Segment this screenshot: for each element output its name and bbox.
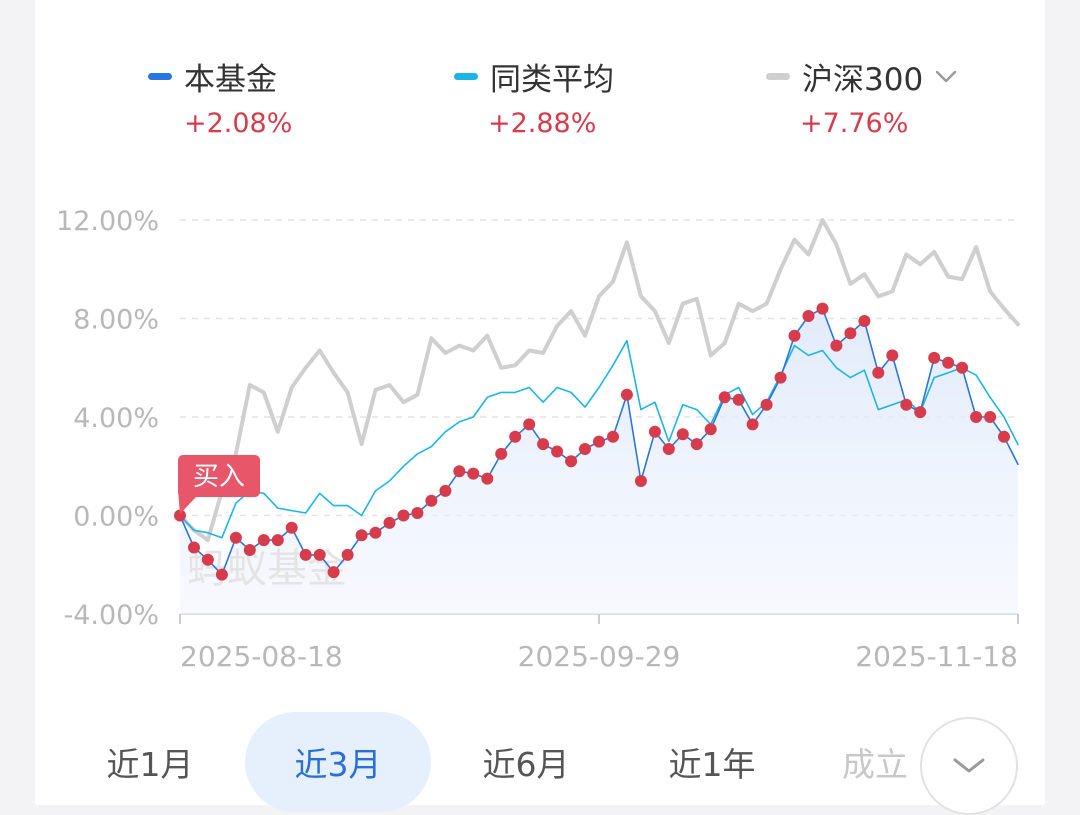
legend-label-fund: 本基金 xyxy=(184,61,277,98)
period-tab-inception[interactable]: 成立 xyxy=(842,745,908,784)
fund-data-point xyxy=(942,356,955,369)
y-tick-label: 12.00% xyxy=(56,206,159,237)
fund-data-point xyxy=(676,428,689,441)
fund-data-point xyxy=(970,411,983,423)
fund-data-point xyxy=(802,310,815,322)
fund-data-point xyxy=(439,484,452,497)
fund-data-point xyxy=(481,472,494,485)
fund-data-point xyxy=(984,411,997,423)
fund-data-point xyxy=(369,526,382,539)
chart-legend: 本基金 +2.08% 同类平均 +2.88% 沪深300 +7.76% xyxy=(35,52,1045,152)
period-tab-3m[interactable]: 近3月 xyxy=(245,712,431,812)
fund-data-point xyxy=(998,430,1010,443)
fund-data-point xyxy=(914,406,927,419)
fund-data-point xyxy=(565,455,578,468)
fund-data-point xyxy=(690,438,703,451)
buy-marker-tag xyxy=(178,455,260,497)
fund-data-point xyxy=(355,529,368,542)
fund-data-point xyxy=(285,521,298,534)
fund-data-point xyxy=(397,509,410,522)
legend-item-peer-average[interactable]: 同类平均 +2.88% xyxy=(454,52,614,139)
fund-data-point xyxy=(593,435,605,448)
fund-data-point xyxy=(662,443,675,455)
y-tick-label: 0.00% xyxy=(73,502,159,533)
period-tab-1m[interactable]: 近1月 xyxy=(106,745,194,784)
fund-data-point xyxy=(537,438,550,451)
buy-marker: 买入 xyxy=(178,455,260,514)
fund-data-point xyxy=(872,366,885,379)
fund-data-point xyxy=(579,443,591,455)
fund-data-point xyxy=(188,541,200,554)
fund-data-point xyxy=(732,393,745,406)
legend-return-fund: +2.08% xyxy=(184,108,293,139)
fund-data-point xyxy=(760,398,773,411)
peer-average-series-line xyxy=(179,339,1019,539)
fund-data-point xyxy=(257,534,270,547)
fund-data-point xyxy=(830,339,843,352)
fund-data-point xyxy=(648,425,661,438)
fund-data-point xyxy=(271,534,284,547)
fund-data-point xyxy=(704,423,717,436)
fund-data-point xyxy=(201,553,214,566)
index-series-line xyxy=(178,218,1020,543)
x-tick-label: 2025-09-29 xyxy=(518,640,681,673)
fund-data-point xyxy=(174,509,186,522)
fund-data-point xyxy=(383,516,396,529)
fund-data-point xyxy=(634,475,647,487)
expand-periods-button[interactable] xyxy=(920,717,1018,815)
fund-data-point xyxy=(327,566,340,579)
fund-data-point xyxy=(956,361,969,374)
legend-swatch-fund xyxy=(148,72,172,80)
x-tick-label: 2025-11-18 xyxy=(855,640,1018,673)
fund-data-point xyxy=(551,445,564,458)
x-tick-label: 2025-08-18 xyxy=(180,640,343,673)
fund-data-point xyxy=(299,548,312,561)
fund-data-point xyxy=(886,349,899,362)
chevron-down-icon[interactable] xyxy=(933,63,959,89)
fund-data-point xyxy=(774,371,787,384)
fund-data-point xyxy=(718,391,731,404)
chevron-down-icon xyxy=(953,758,985,773)
legend-label-index: 沪深300 xyxy=(802,61,924,98)
buy-marker-label: 买入 xyxy=(193,462,245,492)
fund-data-point xyxy=(523,418,536,431)
period-tab-6m[interactable]: 近6月 xyxy=(482,745,570,784)
fund-data-point xyxy=(243,544,256,556)
fund-data-point xyxy=(313,548,326,561)
fund-data-point xyxy=(453,465,466,478)
legend-return-peer-average: +2.88% xyxy=(488,108,597,139)
fund-data-point xyxy=(215,568,228,581)
fund-data-point xyxy=(341,548,354,561)
performance-chart[interactable]: 12.00% 8.00% 4.00% 0.00% -4.00% 2025-08-18 202… xyxy=(35,0,1045,700)
fund-data-point xyxy=(844,327,857,340)
fund-data-point xyxy=(816,302,829,315)
fund-data-point xyxy=(425,494,438,507)
legend-item-index[interactable]: 沪深300 +7.76% xyxy=(766,52,959,139)
period-tab-1y[interactable]: 近1年 xyxy=(668,745,756,784)
fund-data-point xyxy=(620,388,633,401)
fund-data-point xyxy=(467,467,480,480)
legend-swatch-peer-average xyxy=(454,72,478,80)
fund-data-point xyxy=(746,418,759,431)
legend-swatch-index xyxy=(766,72,790,80)
legend-return-index: +7.76% xyxy=(800,108,909,139)
fund-data-point xyxy=(509,430,522,443)
fund-data-point xyxy=(229,531,242,544)
fund-data-point xyxy=(607,430,619,443)
fund-data-point xyxy=(858,315,871,327)
buy-marker-pointer xyxy=(178,490,196,514)
fund-area-fill xyxy=(180,308,1018,614)
fund-data-point xyxy=(928,351,941,364)
legend-item-fund[interactable]: 本基金 +2.08% xyxy=(148,52,292,139)
fund-data-point xyxy=(900,398,913,411)
fund-data-point xyxy=(788,329,801,342)
y-tick-label: 4.00% xyxy=(73,403,159,434)
period-selector: 近1月 近3月 近6月 近1年 成立 xyxy=(35,712,1045,812)
y-tick-label: -4.00% xyxy=(63,600,159,631)
fund-data-point xyxy=(411,507,424,519)
legend-label-peer-average: 同类平均 xyxy=(490,61,614,98)
fund-performance-card: 本基金 +2.08% 同类平均 +2.88% 沪深300 +7.76% 12.0… xyxy=(35,0,1045,812)
y-tick-label: 8.00% xyxy=(73,305,159,336)
fund-data-point xyxy=(495,447,508,460)
